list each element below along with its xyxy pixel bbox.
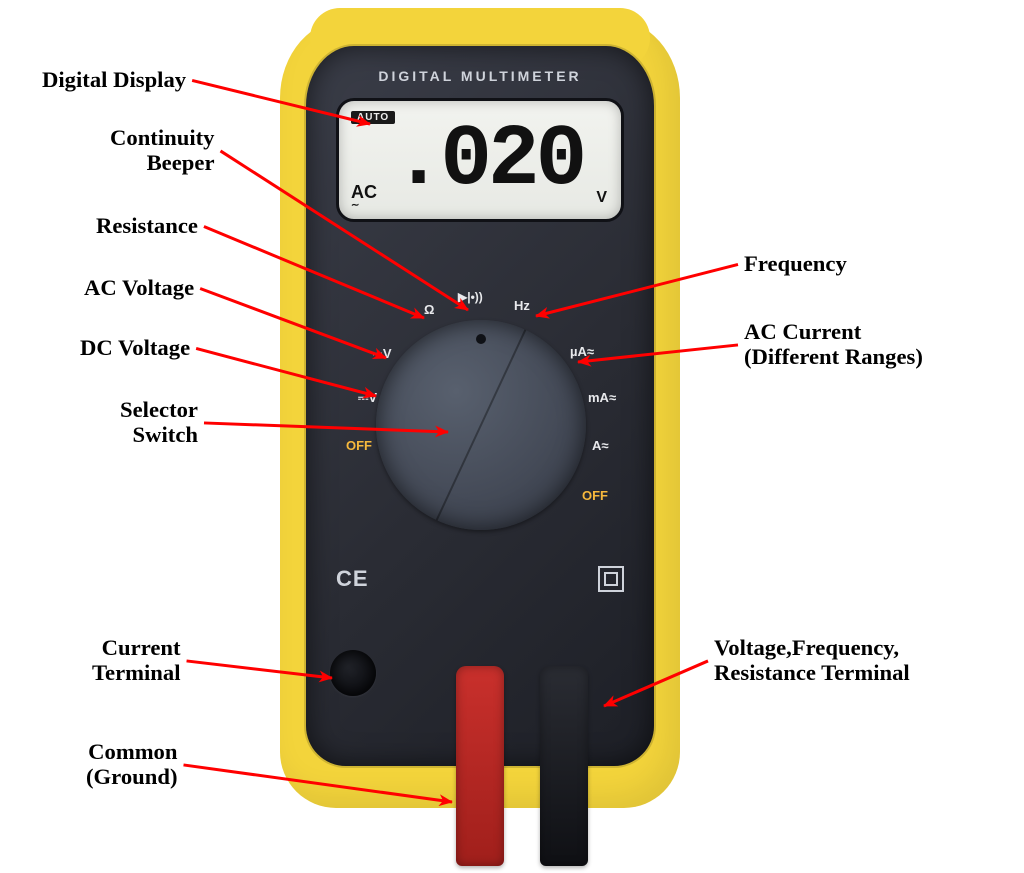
scale-dc-voltage: ⎓V <box>358 390 377 406</box>
auto-badge: AUTO <box>351 111 395 124</box>
annotation-label-ac_current: AC Current (Different Ranges) <box>744 320 923 370</box>
annotation-label-digital_display: Digital Display <box>42 68 186 93</box>
scale-off-left: OFF <box>346 438 372 453</box>
annotation-label-dc_voltage: DC Voltage <box>80 336 190 361</box>
current-terminal-jack[interactable] <box>330 650 376 696</box>
digital-display: AUTO AC∼ V .020 <box>336 98 624 222</box>
lcd-unit-indicator: V <box>596 189 607 207</box>
annotation-label-ac_voltage: AC Voltage <box>84 276 194 301</box>
scale-microamp: µA≈ <box>570 344 594 359</box>
common-ground-probe[interactable] <box>456 666 504 866</box>
scale-ac-voltage: ∼V <box>372 346 392 362</box>
lcd-mode-indicator: AC∼ <box>351 182 377 209</box>
lcd-reading: .020 <box>395 101 581 219</box>
annotation-label-selector_switch: Selector Switch <box>120 398 198 448</box>
selector-switch[interactable] <box>376 320 586 530</box>
scale-frequency: Hz <box>514 298 530 313</box>
device-title: DIGITAL MULTIMETER <box>306 68 654 84</box>
scale-milliamp: mA≈ <box>588 390 616 405</box>
scale-off-right: OFF <box>582 488 608 503</box>
scale-resistance: Ω <box>424 302 434 317</box>
scale-diode-beeper: ▶|•)) <box>458 290 483 304</box>
scale-amp: A≈ <box>592 438 609 453</box>
multimeter-body: DIGITAL MULTIMETER AUTO AC∼ V .020 Ω ▶|•… <box>306 46 654 766</box>
dial-pointer-dot <box>476 334 486 344</box>
annotation-label-continuity_beeper: Continuity Beeper <box>110 126 215 176</box>
double-insulation-icon <box>598 566 624 592</box>
annotation-label-common_ground: Common (Ground) <box>86 740 178 790</box>
annotation-label-vfr_terminal: Voltage,Frequency, Resistance Terminal <box>714 636 910 686</box>
annotation-label-resistance: Resistance <box>96 214 198 239</box>
annotation-label-current_terminal: Current Terminal <box>92 636 181 686</box>
ce-mark: CE <box>336 566 369 592</box>
diagram-stage: DIGITAL MULTIMETER AUTO AC∼ V .020 Ω ▶|•… <box>0 0 1024 873</box>
annotation-label-frequency: Frequency <box>744 252 847 277</box>
voltage-frequency-resistance-probe[interactable] <box>540 666 588 866</box>
